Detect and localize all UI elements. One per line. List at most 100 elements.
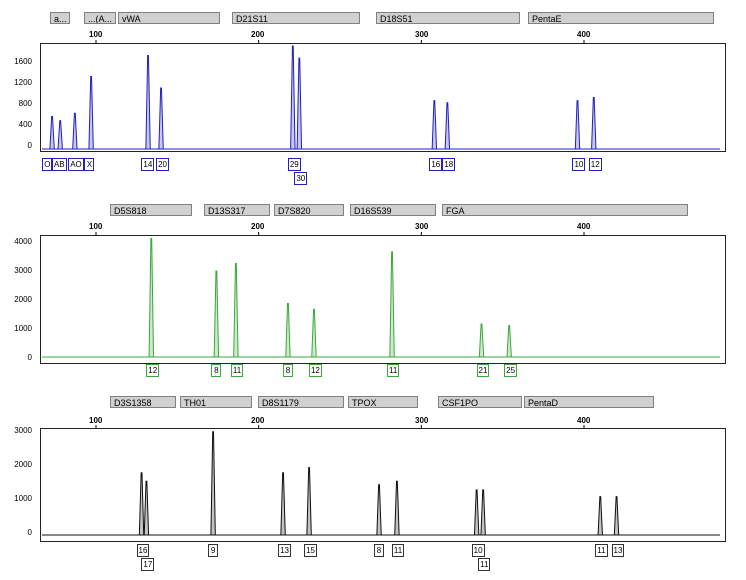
peak[interactable] [143, 480, 150, 536]
allele-label[interactable]: 16 [429, 158, 443, 171]
peak[interactable] [473, 489, 480, 536]
marker-box[interactable]: D5S818 [110, 204, 192, 216]
x-tick-label: 200 [251, 30, 265, 39]
marker-box[interactable]: D8S1179 [258, 396, 344, 408]
allele-label[interactable]: 18 [442, 158, 456, 171]
peak[interactable] [148, 237, 155, 358]
peak[interactable] [389, 251, 395, 358]
trace-svg [42, 425, 720, 536]
marker-box[interactable]: D3S1358 [110, 396, 176, 408]
peak[interactable] [72, 112, 78, 150]
plot-area [40, 428, 726, 542]
x-tick-label: 300 [415, 222, 429, 231]
peak[interactable] [145, 55, 151, 150]
allele-label[interactable]: 8 [211, 364, 222, 377]
peak[interactable] [49, 115, 55, 150]
y-tick-label: 2000 [14, 295, 32, 304]
y-tick-label: 1600 [14, 57, 32, 66]
allele-label[interactable]: 17 [141, 558, 155, 571]
trace-svg [42, 40, 720, 150]
black-panel: D3S1358 TH01 D8S1179 TPOX CSF1PO PentaD … [0, 390, 746, 580]
peak[interactable] [478, 323, 485, 358]
x-tick-label: 200 [251, 416, 265, 425]
peak[interactable] [210, 431, 216, 536]
allele-label[interactable]: AB [51, 158, 67, 171]
peak[interactable] [306, 467, 312, 536]
marker-box[interactable]: FGA [442, 204, 688, 216]
peak[interactable] [376, 484, 382, 536]
allele-label[interactable]: O [42, 158, 53, 171]
allele-label[interactable]: 29 [287, 158, 301, 171]
peak[interactable] [233, 263, 239, 358]
peak[interactable] [431, 100, 438, 150]
peak[interactable] [290, 45, 296, 150]
allele-label[interactable]: 9 [208, 544, 219, 557]
allele-label[interactable]: 8 [282, 364, 293, 377]
trace-svg [42, 232, 720, 358]
allele-label[interactable]: 13 [278, 544, 291, 557]
y-tick-label: 3000 [14, 266, 32, 275]
peak[interactable] [285, 302, 291, 358]
allele-label[interactable]: 20 [156, 158, 169, 171]
allele-label[interactable]: 12 [308, 364, 322, 377]
peak[interactable] [88, 76, 94, 150]
marker-box[interactable]: TPOX [348, 396, 418, 408]
peak[interactable] [280, 472, 286, 536]
allele-label[interactable]: 11 [230, 364, 244, 377]
allele-label[interactable]: 11 [387, 364, 400, 377]
peak[interactable] [613, 496, 620, 536]
allele-label[interactable]: AO [68, 158, 84, 171]
x-tick-label: 300 [415, 30, 429, 39]
x-tick-label: 100 [89, 30, 103, 39]
marker-box[interactable]: D7S820 [274, 204, 344, 216]
y-tick-label: 0 [27, 353, 32, 362]
marker-box[interactable]: vWA [118, 12, 220, 24]
allele-label[interactable]: 11 [595, 544, 608, 557]
marker-box[interactable]: CSF1PO [438, 396, 522, 408]
peak[interactable] [480, 489, 486, 536]
peak[interactable] [158, 87, 164, 150]
allele-label[interactable]: 14 [141, 158, 155, 171]
peak[interactable] [574, 100, 581, 150]
allele-label[interactable]: 13 [611, 544, 625, 557]
y-tick-label: 1000 [14, 494, 32, 503]
blue-panel: a... ...(A... vWA D21S11 D18S51 PentaE 1… [0, 10, 746, 190]
peak[interactable] [57, 120, 63, 150]
allele-label[interactable]: 30 [294, 172, 308, 185]
allele-label[interactable]: 8 [374, 544, 385, 557]
allele-label[interactable]: 11 [478, 558, 491, 571]
peak[interactable] [591, 97, 597, 150]
peak[interactable] [597, 496, 603, 536]
allele-label[interactable]: 15 [304, 544, 317, 557]
allele-label[interactable]: 21 [476, 364, 490, 377]
peak[interactable] [213, 270, 220, 358]
marker-box[interactable]: a... [50, 12, 70, 24]
marker-box[interactable]: D13S317 [204, 204, 270, 216]
allele-label[interactable]: 12 [588, 158, 602, 171]
y-tick-label: 2000 [14, 460, 32, 469]
marker-box[interactable]: D16S539 [350, 204, 436, 216]
marker-box[interactable]: D18S51 [376, 12, 520, 24]
allele-label[interactable]: 25 [504, 364, 518, 377]
plot-area [40, 43, 726, 152]
allele-label[interactable]: 11 [391, 544, 405, 557]
peak[interactable] [138, 472, 145, 536]
peak[interactable] [311, 308, 317, 358]
allele-label[interactable]: 16 [136, 544, 150, 557]
marker-box[interactable]: PentaD [524, 396, 654, 408]
x-tick-label: 400 [577, 222, 591, 231]
allele-label[interactable]: X [84, 158, 95, 171]
peak[interactable] [394, 480, 400, 536]
allele-label[interactable]: 10 [572, 158, 586, 171]
peak[interactable] [444, 102, 451, 150]
allele-label[interactable]: 12 [146, 364, 160, 377]
marker-box[interactable]: ...(A... [84, 12, 116, 24]
peak[interactable] [506, 325, 512, 358]
y-tick-label: 1200 [14, 78, 32, 87]
allele-label[interactable]: 10 [471, 544, 485, 557]
y-tick-label: 0 [27, 141, 32, 150]
marker-box[interactable]: TH01 [180, 396, 252, 408]
peak[interactable] [296, 57, 303, 150]
marker-box[interactable]: D21S11 [232, 12, 360, 24]
marker-box[interactable]: PentaE [528, 12, 714, 24]
